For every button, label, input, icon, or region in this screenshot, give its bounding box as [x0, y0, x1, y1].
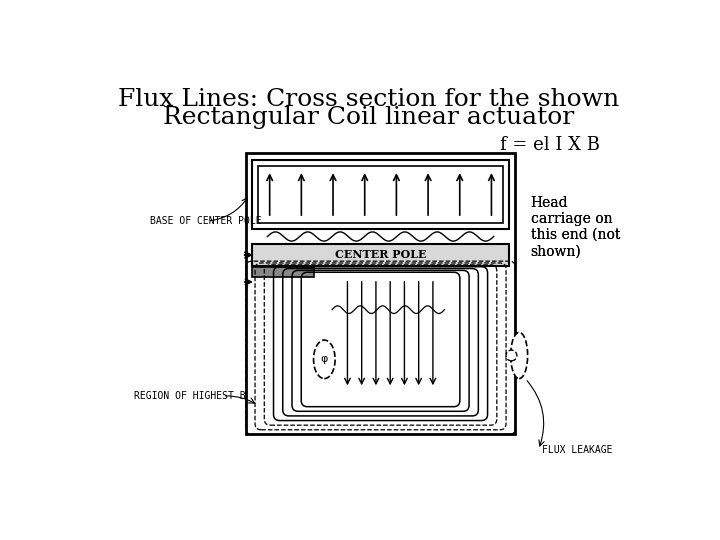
- Ellipse shape: [506, 350, 517, 361]
- Bar: [252, 244, 509, 266]
- Bar: [258, 166, 503, 222]
- Text: Head
carriage on
this end (not
shown): Head carriage on this end (not shown): [531, 195, 620, 258]
- Text: REGION OF HIGHEST B: REGION OF HIGHEST B: [134, 391, 246, 401]
- Bar: [252, 267, 314, 276]
- Ellipse shape: [313, 340, 335, 379]
- Text: φ: φ: [320, 354, 328, 364]
- Text: CENTER POLE: CENTER POLE: [335, 249, 426, 260]
- Ellipse shape: [510, 333, 528, 379]
- Text: Head
carriage on
this end (not
shown): Head carriage on this end (not shown): [531, 195, 620, 258]
- Text: FLUX LEAKAGE: FLUX LEAKAGE: [542, 445, 613, 455]
- Text: Rectangular Coil linear actuator: Rectangular Coil linear actuator: [163, 106, 575, 129]
- Text: f = el I X B: f = el I X B: [500, 136, 600, 154]
- Bar: [252, 159, 509, 229]
- Text: BASE OF CENTER POLE: BASE OF CENTER POLE: [150, 216, 261, 226]
- Bar: [246, 153, 516, 434]
- Text: Flux Lines: Cross section for the shown: Flux Lines: Cross section for the shown: [118, 88, 620, 111]
